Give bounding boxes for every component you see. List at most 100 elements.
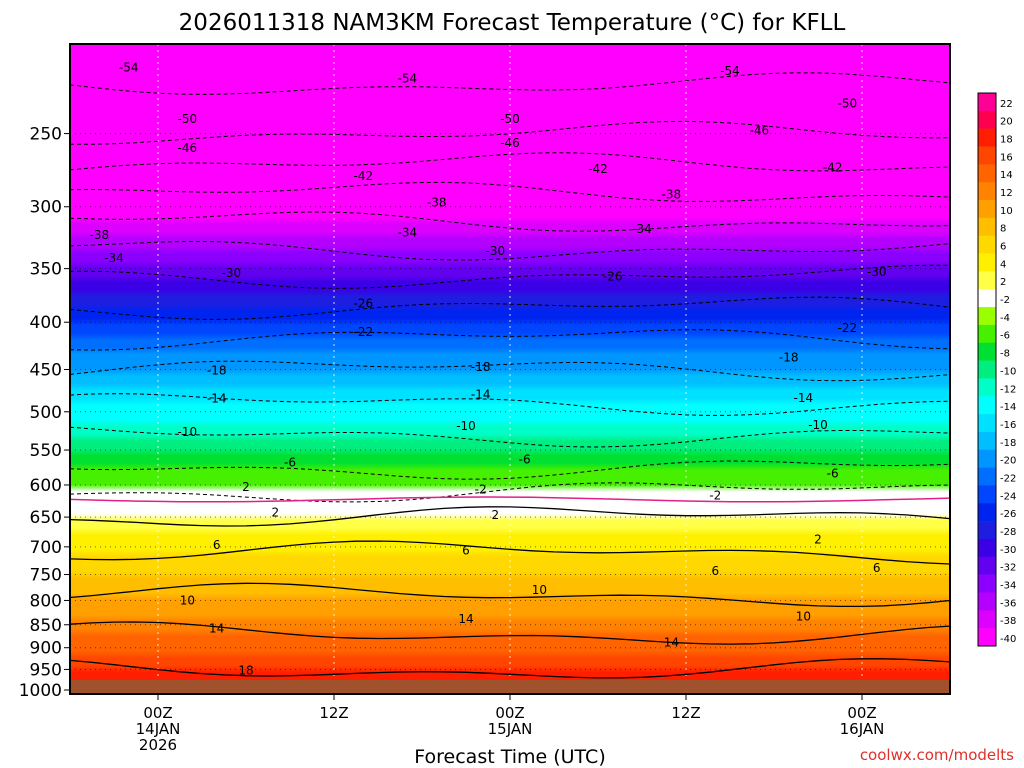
colorbar-border xyxy=(977,92,997,647)
contour-label: 10 xyxy=(796,610,811,624)
contour-label: 18 xyxy=(238,663,253,677)
colorbar-swatch xyxy=(978,449,996,468)
plot-area: -54 -54 -54 -50 -50 -50 -46 -46 -46 -42 -42 -42 -38 -… xyxy=(70,44,950,694)
colorbar-tick-label: -10 xyxy=(1000,366,1016,377)
contour-label: -38 xyxy=(90,228,110,242)
colorbar-tick-label: 22 xyxy=(1000,99,1013,110)
colorbar-swatch xyxy=(978,628,996,647)
y-tick-label: 650 xyxy=(30,508,62,528)
contour-label: -34 xyxy=(104,251,124,265)
x-tick-label: 16JAN xyxy=(840,720,885,738)
contour-lines xyxy=(70,72,950,679)
credit-link[interactable]: coolwx.com/modelts xyxy=(860,746,1014,764)
contour-label: -34 xyxy=(632,222,652,236)
isotherm-10 xyxy=(70,582,950,608)
x-tick-label: 2026 xyxy=(139,736,177,754)
x-axis-label: Forecast Time (UTC) xyxy=(414,746,605,768)
grid xyxy=(70,44,950,694)
colorbar-swatch xyxy=(978,414,996,433)
contour-label: 10 xyxy=(180,593,195,607)
colorbar: 22 20 18 16 14 12 10 8 6 4 2 -2 -4 -6 -8 -10 -12 -14 -16 -1… xyxy=(977,92,1016,647)
contour-label: -38 xyxy=(427,196,447,210)
colorbar-swatch xyxy=(978,378,996,397)
colorbar-tick-label: 12 xyxy=(1000,188,1013,199)
colorbar-tick-label: -18 xyxy=(1000,438,1016,449)
colorbar-tick-label: -2 xyxy=(1000,295,1010,306)
colorbar-tick-label: -30 xyxy=(1000,545,1016,556)
contour-label: -22 xyxy=(354,325,374,339)
y-tick-label: 400 xyxy=(30,313,62,333)
y-tick-label: 700 xyxy=(30,538,62,558)
contour-label: -42 xyxy=(354,169,374,183)
contour-label: 2 xyxy=(814,532,822,546)
colorbar-swatch xyxy=(978,360,996,379)
contour-label: 2 xyxy=(492,508,500,522)
colorbar-swatch xyxy=(978,431,996,451)
colorbar-swatch xyxy=(978,307,996,326)
freezing-line xyxy=(70,496,950,503)
contour-label: -14 xyxy=(471,388,491,402)
y-tick-label: 750 xyxy=(30,566,62,586)
colorbar-swatch xyxy=(978,592,996,611)
colorbar-tick-label: -20 xyxy=(1000,456,1016,467)
contour-label: -6 xyxy=(284,455,296,469)
y-tick-label: 500 xyxy=(30,403,62,423)
colorbar-tick-label: 2 xyxy=(1000,277,1006,288)
contour-label: 14 xyxy=(209,622,224,636)
y-tick-label: 350 xyxy=(30,260,62,280)
colorbar-swatch xyxy=(978,538,996,558)
colorbar-swatch xyxy=(978,200,996,219)
contour-label: -18 xyxy=(471,360,491,374)
colorbar-swatch xyxy=(978,610,996,629)
isotherm-6 xyxy=(70,540,950,565)
contour-label: 6 xyxy=(712,564,720,578)
x-tick-label: 00Z xyxy=(847,704,876,722)
contour-label: -2 xyxy=(709,489,721,503)
colorbar-tick-label: -14 xyxy=(1000,402,1016,413)
contour-label: -6 xyxy=(827,466,839,480)
contour-label: 10 xyxy=(532,583,547,597)
contour-label: -14 xyxy=(207,392,227,406)
colorbar-swatch xyxy=(978,289,996,308)
y-tick-label: 300 xyxy=(30,198,62,218)
colorbar-tick-label: -38 xyxy=(1000,616,1016,627)
contour-label: -54 xyxy=(720,64,740,78)
colorbar-swatch xyxy=(978,128,996,147)
x-tick-label: 14JAN xyxy=(136,720,181,738)
contour-label: -26 xyxy=(354,297,374,311)
isotherm-2 xyxy=(70,506,950,527)
contour-label: -2 xyxy=(475,483,487,497)
x-tick-label: 15JAN xyxy=(488,720,533,738)
contour-label: -54 xyxy=(119,60,139,74)
contour-label: 14 xyxy=(664,635,679,649)
colorbar-tick-label: -28 xyxy=(1000,527,1016,538)
isotherm--26 xyxy=(70,296,950,320)
colorbar-tick-label: -22 xyxy=(1000,473,1016,484)
colorbar-swatch xyxy=(978,324,996,344)
contour-label: -18 xyxy=(779,351,799,365)
colorbar-swatch xyxy=(978,146,996,165)
colorbar-swatch xyxy=(978,271,996,290)
colorbar-swatch xyxy=(978,164,996,183)
colorbar-swatch xyxy=(978,93,996,112)
contour-label: -30 xyxy=(867,265,887,279)
contour-label: 2 xyxy=(272,506,280,520)
y-tick-label: 950 xyxy=(30,660,62,680)
y-tick-label: 550 xyxy=(30,441,62,461)
isotherm--30 xyxy=(70,264,950,289)
colorbar-tick-label: 20 xyxy=(1000,117,1013,128)
colorbar-tick-label: 16 xyxy=(1000,152,1013,163)
y-tick-label: 850 xyxy=(30,616,62,636)
y-tick-label: 450 xyxy=(30,360,62,380)
y-tick-label: 800 xyxy=(30,591,62,611)
ground-surface xyxy=(70,680,950,694)
colorbar-tick-label: 18 xyxy=(1000,135,1013,146)
y-tick-label: 1000 xyxy=(19,681,62,701)
colorbar-swatch xyxy=(978,396,996,415)
contour-label: -38 xyxy=(662,188,682,202)
contour-label: -14 xyxy=(794,391,814,405)
contour-label: -46 xyxy=(178,141,198,155)
contour-label: -30 xyxy=(486,244,506,258)
